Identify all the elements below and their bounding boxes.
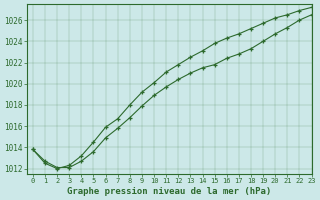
X-axis label: Graphe pression niveau de la mer (hPa): Graphe pression niveau de la mer (hPa) — [67, 187, 271, 196]
